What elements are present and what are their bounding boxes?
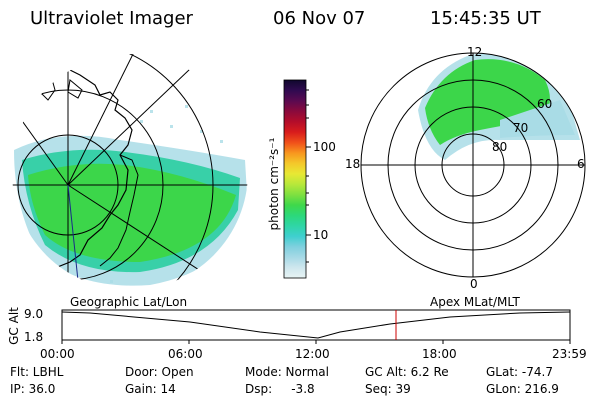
mlt-label-12: 12 (467, 45, 483, 59)
gc-alt-info: GC Alt: 6.2 Re (365, 365, 449, 379)
colorbar (283, 79, 311, 279)
mlat-label-70: 70 (513, 121, 529, 135)
altitude-xtick: 12:00 (295, 347, 330, 361)
polar-map (360, 52, 586, 278)
altitude-curve (61, 311, 571, 339)
date-label: 06 Nov 07 (273, 8, 366, 29)
polar-aurora-mid (500, 100, 575, 138)
altitude-xtick: 06:00 (168, 347, 203, 361)
altitude-plot (61, 309, 571, 344)
door-info: Door: Open (125, 365, 194, 379)
altitude-xtick: 23:59 (552, 347, 587, 361)
altitude-ytick-9: 9.0 (24, 307, 44, 321)
geo-map-caption: Geographic Lat/Lon (70, 295, 188, 309)
glon-info: GLon: 216.9 (486, 382, 559, 396)
altitude-xtick: 00:00 (40, 347, 75, 361)
app-title: Ultraviolet Imager (30, 8, 193, 29)
geo-lon-line (12, 89, 69, 186)
seq-info: Seq: 39 (365, 382, 411, 396)
glat-info: GLat: -74.7 (486, 365, 553, 379)
altitude-ylabel: GC Alt (7, 307, 21, 345)
geo-lon-line (67, 54, 211, 186)
colorbar-unit-label: photon cm⁻²s⁻¹ (267, 137, 281, 231)
coastline-2 (99, 154, 139, 267)
mlt-label-18: 18 (345, 157, 361, 171)
filter-info: Flt: LBHL (10, 365, 64, 379)
geo-lon-line (67, 54, 141, 186)
colorbar-tick-10: 10 (313, 228, 329, 242)
polar-aurora-core (425, 59, 550, 145)
mlat-label-60: 60 (537, 97, 553, 111)
altitude-xtick: 18:00 (422, 347, 457, 361)
colorbar-tick-100: 100 (313, 140, 336, 154)
ip-info: IP: 36.0 (10, 382, 56, 396)
geographic-map (12, 54, 248, 290)
mlt-label-0: 0 (470, 277, 478, 291)
mode-info: Mode: Normal (245, 365, 329, 379)
time-label: 15:45:35 UT (430, 8, 541, 29)
mlt-label-6: 6 (577, 157, 585, 171)
gain-info: Gain: 14 (125, 382, 176, 396)
polar-map-caption: Apex MLat/MLT (430, 295, 520, 309)
geo-aurora-core (28, 163, 236, 262)
mlat-label-80: 80 (492, 140, 508, 154)
altitude-ytick-1-8: 1.8 (24, 330, 44, 344)
dsp-info: Dsp: -3.8 (245, 382, 315, 396)
